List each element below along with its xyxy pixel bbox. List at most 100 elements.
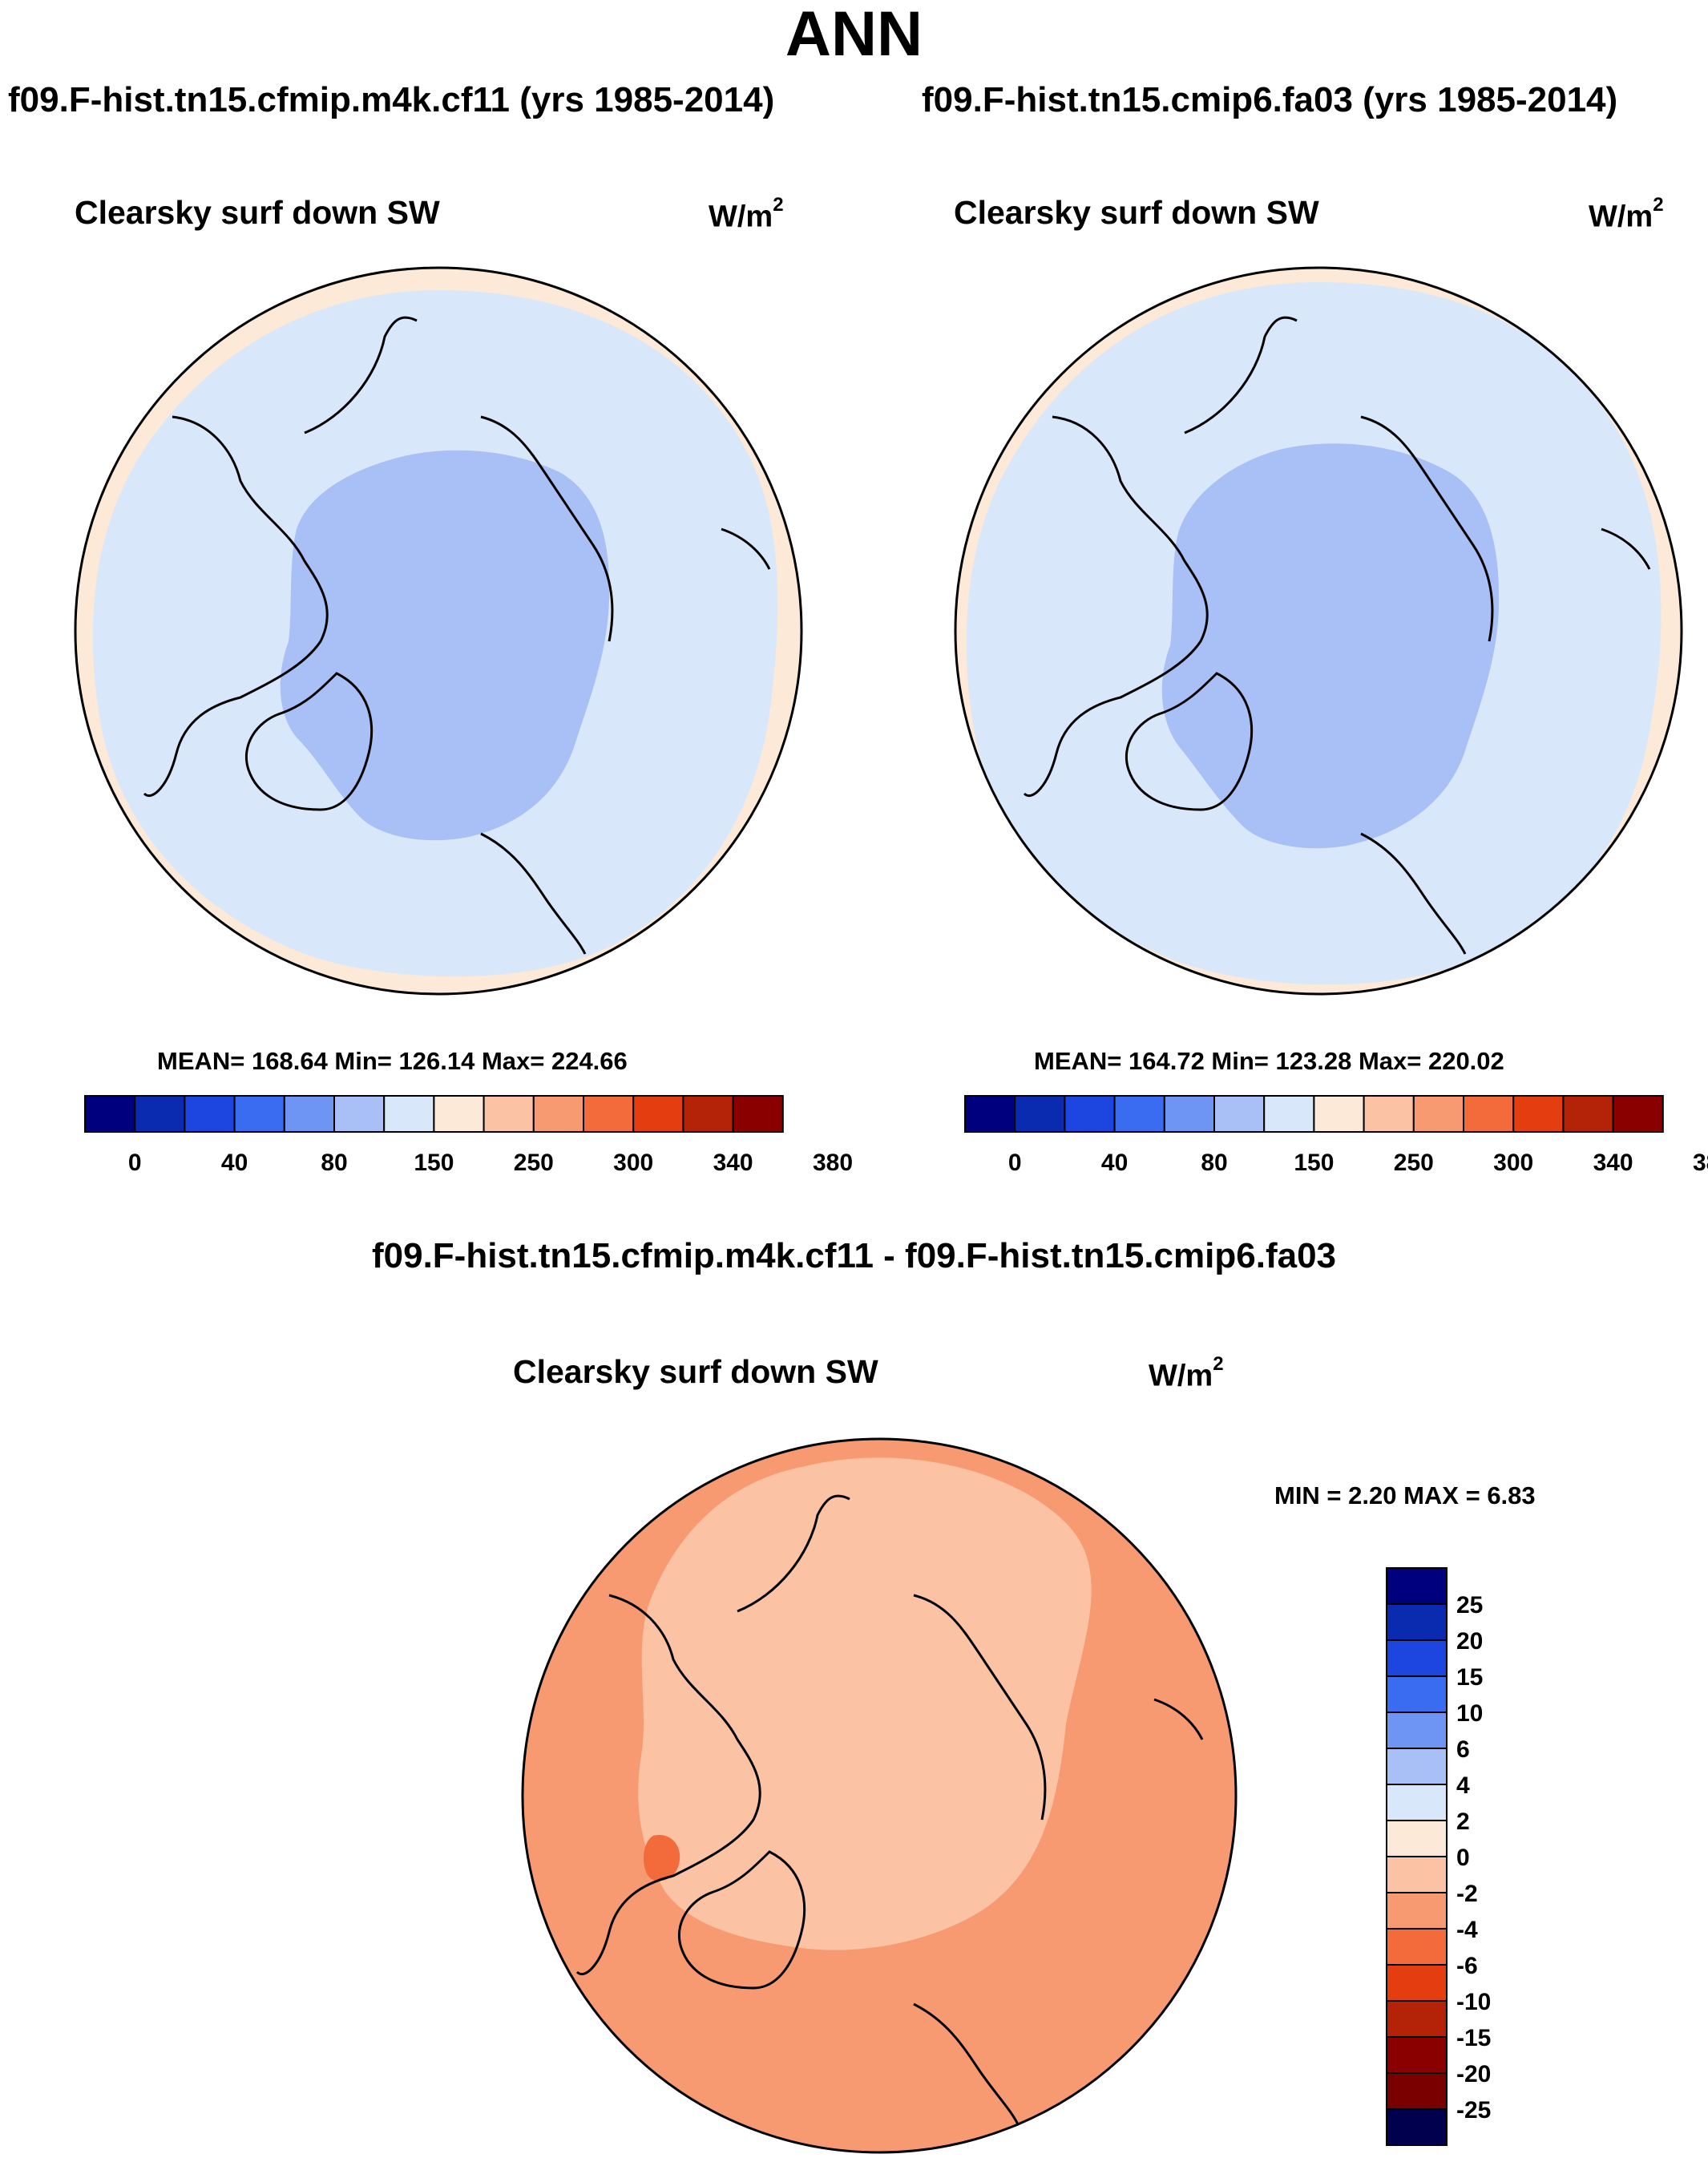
colorbar-left-box-8 [483, 1095, 535, 1133]
map-panel-right [954, 266, 1683, 996]
units-diff: W/m2 [1149, 1353, 1224, 1393]
colorbar-diff-box-1 [1386, 1603, 1448, 1641]
units-left: W/m2 [709, 194, 784, 234]
colorbar-diff-box-5 [1386, 1748, 1448, 1785]
colorbar-diff-box-12 [1386, 2000, 1448, 2038]
colorbar-left-tick-label: 0 [128, 1150, 142, 1176]
colorbar-right-tick-label: 80 [1201, 1150, 1227, 1176]
colorbar-diff-tick-label: 20 [1456, 1628, 1483, 1655]
colorbar-right-box-4 [1163, 1095, 1216, 1133]
colorbar-right-box-13 [1612, 1095, 1664, 1133]
colorbar-right: 0 40 80 150 250 300 340 380 [964, 1095, 1708, 1176]
colorbar-left-box-11 [632, 1095, 684, 1133]
colorbar-diff-tick-label: 25 [1456, 1592, 1483, 1618]
colorbar-right-box-11 [1512, 1095, 1565, 1133]
map-panel-left [74, 266, 803, 996]
colorbar-left-box-10 [583, 1095, 635, 1133]
colorbar-left-box-7 [433, 1095, 485, 1133]
colorbar-left-box-3 [233, 1095, 285, 1133]
colorbar-diff-box-2 [1386, 1639, 1448, 1677]
colorbar-diff-tick-label: -4 [1456, 1917, 1478, 1943]
colorbar-diff-tick-label: -15 [1456, 2025, 1491, 2051]
colorbar-left-tick-label: 80 [321, 1150, 347, 1176]
variable-title-diff: Clearsky surf down SW [513, 1353, 878, 1390]
colorbar-left-box-2 [184, 1095, 236, 1133]
colorbar-diff-tick-label: 15 [1456, 1664, 1483, 1691]
colorbar-diff-box-11 [1386, 1964, 1448, 2002]
colorbar-right-tick-label: 250 [1394, 1150, 1434, 1176]
colorbar-left-tick-label: 150 [414, 1150, 454, 1176]
map-diff-local-max-region [643, 1835, 680, 1881]
colorbar-diff-tick-label: 4 [1456, 1772, 1470, 1799]
map-right-central-arctic-region [1161, 443, 1500, 849]
colorbar-diff-box-6 [1386, 1784, 1448, 1821]
colorbar-right-tick-label: 150 [1294, 1150, 1334, 1176]
colorbar-diff-box-14 [1386, 2072, 1448, 2110]
case-title-diff: f09.F-hist.tn15.cfmip.m4k.cf11 - f09.F-h… [371, 1236, 1337, 1275]
map-panel-diff [521, 1437, 1238, 2154]
colorbar-right-box-5 [1213, 1095, 1266, 1133]
colorbar-right-tick-label: 300 [1493, 1150, 1533, 1176]
colorbar-right-box-12 [1562, 1095, 1614, 1133]
colorbar-left-tick-label: 300 [613, 1150, 653, 1176]
colorbar-left-box-13 [732, 1095, 784, 1133]
colorbar-left-box-6 [383, 1095, 435, 1133]
colorbar-right-box-8 [1363, 1095, 1415, 1133]
map-left-border [74, 266, 803, 996]
colorbar-left-box-12 [682, 1095, 734, 1133]
colorbar-right-tick-label: 0 [1008, 1150, 1022, 1176]
map-diff-coastlines [575, 1494, 1204, 2125]
colorbar-diff-tick-label: 6 [1456, 1736, 1470, 1763]
colorbar-right-box-7 [1313, 1095, 1365, 1133]
colorbar-diff-tick-label: -10 [1456, 1989, 1491, 2015]
colorbar-left-tick-label: 40 [221, 1150, 248, 1176]
colorbar-diff-tick-label: -2 [1456, 1881, 1478, 1907]
colorbar-left-box-4 [283, 1095, 335, 1133]
colorbar-left-box-9 [532, 1095, 584, 1133]
map-right-coastlines [1023, 316, 1651, 955]
colorbar-right-box-0 [964, 1095, 1016, 1133]
colorbar-diff-box-4 [1386, 1711, 1448, 1749]
stats-diff: MIN = 2.20 MAX = 6.83 [1274, 1481, 1536, 1509]
colorbar-right-box-3 [1113, 1095, 1165, 1133]
map-diff-central-region [638, 1457, 1092, 1950]
colorbar-right-tick-label: 40 [1101, 1150, 1128, 1176]
case-title-left: f09.F-hist.tn15.cfmip.m4k.cf11 (yrs 1985… [8, 80, 775, 119]
colorbar-diff-box-0 [1386, 1567, 1448, 1605]
colorbar-diff-box-10 [1386, 1928, 1448, 1966]
colorbar-left-box-1 [134, 1095, 186, 1133]
colorbar-diff-tick-label: 10 [1456, 1700, 1483, 1727]
colorbar-diff-box-8 [1386, 1856, 1448, 1893]
colorbar-right-box-2 [1064, 1095, 1116, 1133]
figure-title: ANN [785, 0, 923, 69]
colorbar-diff-tick-label: 0 [1456, 1845, 1470, 1871]
colorbar-diff-box-7 [1386, 1820, 1448, 1857]
colorbar-diff-box-13 [1386, 2036, 1448, 2074]
stats-right: MEAN= 164.72 Min= 123.28 Max= 220.02 [1034, 1047, 1504, 1075]
colorbar-diff-box-3 [1386, 1675, 1448, 1713]
colorbar-right-box-9 [1412, 1095, 1465, 1133]
colorbar-left: 0 40 80 150 250 300 340 380 [84, 1095, 853, 1176]
colorbar-diff-box-9 [1386, 1892, 1448, 1930]
colorbar-left-tick-label: 380 [813, 1150, 853, 1176]
case-title-right: f09.F-hist.tn15.cmip6.fa03 (yrs 1985-201… [922, 80, 1618, 119]
colorbar-right-box-6 [1263, 1095, 1315, 1133]
variable-title-left: Clearsky surf down SW [75, 194, 440, 231]
colorbar-left-tick-label: 340 [713, 1150, 753, 1176]
colorbar-right-box-1 [1014, 1095, 1066, 1133]
colorbar-left-box-5 [333, 1095, 386, 1133]
map-diff-border [521, 1437, 1238, 2154]
map-right-border [954, 266, 1683, 996]
map-left-central-arctic-region [280, 450, 610, 841]
colorbar-diff-tick-label: -20 [1456, 2061, 1491, 2087]
colorbar-right-tick-label: 340 [1593, 1150, 1633, 1176]
units-right: W/m2 [1589, 194, 1664, 234]
map-left-coastlines [143, 316, 771, 955]
colorbar-right-box-10 [1463, 1095, 1515, 1133]
colorbar-diff-tick-label: 2 [1456, 1808, 1470, 1835]
colorbar-diff-tick-label: -25 [1456, 2097, 1491, 2124]
colorbar-diff-box-15 [1386, 2108, 1448, 2146]
colorbar-right-tick-label: 380 [1693, 1150, 1708, 1176]
